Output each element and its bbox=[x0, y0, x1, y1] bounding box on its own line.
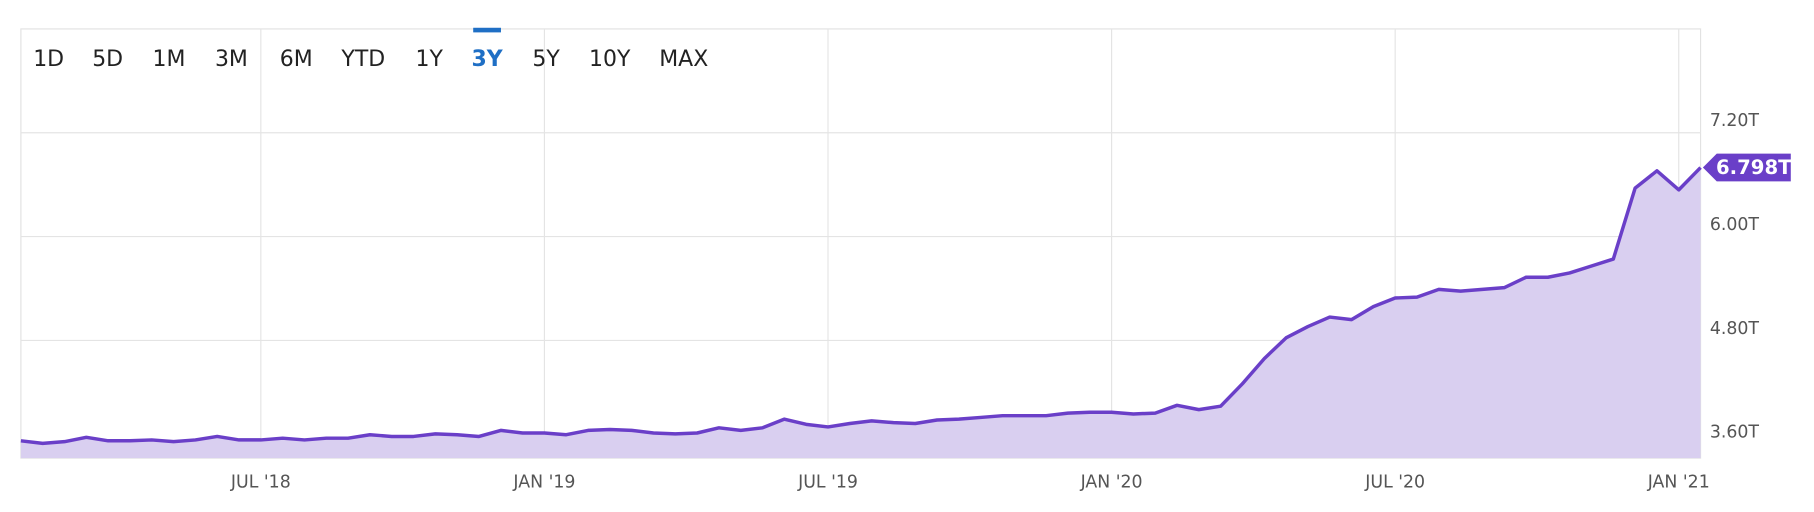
x-tick-label: JAN '19 bbox=[512, 472, 575, 492]
range-button[interactable]: 10Y bbox=[589, 47, 631, 72]
area-fill bbox=[20, 167, 1701, 459]
x-tick-label: JUL '20 bbox=[1364, 472, 1425, 492]
y-tick-label: 3.60T bbox=[1710, 423, 1760, 443]
range-button[interactable]: MAX bbox=[659, 47, 708, 72]
range-button[interactable]: 1D bbox=[33, 47, 64, 72]
x-tick-label: JUL '18 bbox=[230, 472, 291, 492]
value-badge bbox=[1702, 153, 1791, 182]
range-button[interactable]: 1M bbox=[152, 47, 185, 72]
selected-indicator bbox=[473, 27, 501, 33]
range-button[interactable]: 3Y bbox=[471, 47, 503, 72]
range-button[interactable]: 1Y bbox=[416, 47, 444, 72]
x-tick-label: JUL '19 bbox=[797, 472, 858, 492]
range-button[interactable]: 5D bbox=[92, 47, 123, 72]
x-tick-label: JAN '20 bbox=[1080, 472, 1143, 492]
range-button[interactable]: 3M bbox=[215, 47, 248, 72]
line bbox=[20, 166, 1702, 446]
range-button[interactable]: 5Y bbox=[532, 47, 560, 72]
x-tick-label: JAN '21 bbox=[1647, 472, 1710, 492]
range-button[interactable]: YTD bbox=[340, 47, 385, 72]
value-label: 6.798T bbox=[1716, 156, 1792, 179]
y-tick-label: 7.20T bbox=[1710, 111, 1760, 131]
range-button[interactable]: 6M bbox=[280, 47, 313, 72]
y-tick-label: 4.80T bbox=[1710, 319, 1760, 339]
y-tick-label: 6.00T bbox=[1710, 215, 1760, 235]
